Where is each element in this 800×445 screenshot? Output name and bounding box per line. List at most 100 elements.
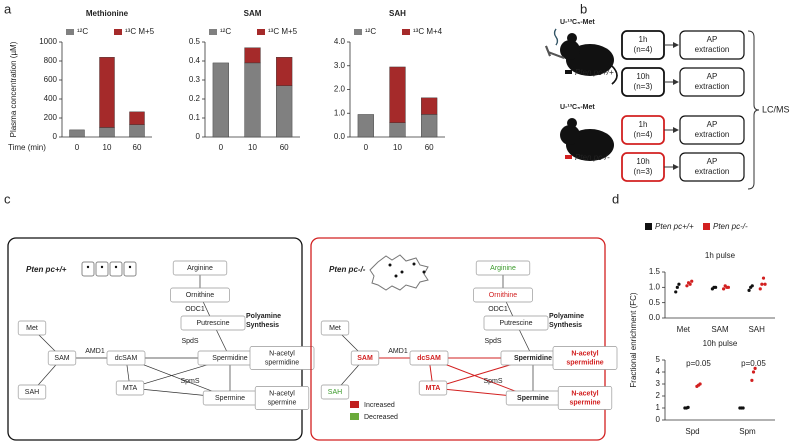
enzyme-label: AMD1 — [388, 348, 408, 355]
cell-icon — [109, 261, 123, 277]
legend-swatch — [402, 29, 410, 35]
pathway-node — [47, 350, 77, 366]
data-point — [750, 284, 754, 288]
node-label: Putrescine — [196, 320, 229, 327]
data-point — [751, 370, 756, 374]
brace — [747, 30, 760, 190]
x-tick-label: Spm — [739, 427, 756, 436]
data-point — [741, 406, 745, 410]
genotype-swatch — [565, 70, 572, 74]
x-axis-title: Time (min) — [8, 143, 46, 152]
cell-icon — [123, 261, 137, 277]
bar-segment — [389, 66, 406, 123]
panel-label: b — [580, 1, 587, 16]
bar-segment — [129, 111, 145, 125]
y-tick-label: 0.1 — [189, 113, 201, 122]
y-tick-label: 4.0 — [334, 37, 346, 46]
data-point — [690, 279, 694, 283]
node-label: Ornithine — [489, 292, 518, 299]
y-tick-label: 0.5 — [189, 37, 201, 46]
pathway-panel — [310, 237, 606, 441]
pathway-panel — [7, 237, 303, 441]
y-tick-label: 0.0 — [334, 132, 346, 141]
y-tick-label: 0.5 — [649, 298, 661, 307]
tumor-icon — [388, 263, 392, 267]
enzyme-label: ODC1 — [488, 306, 508, 313]
y-tick-label: 1000 — [39, 37, 57, 46]
legend-swatch — [703, 223, 710, 230]
tumor-icon — [422, 270, 426, 274]
step-box — [679, 30, 745, 60]
node-label: Arginine — [490, 265, 516, 272]
node-label: Arginine — [187, 265, 213, 272]
enzyme-label: SpmS — [483, 378, 502, 385]
tracer-label: U-¹³C₅-Met — [560, 104, 595, 111]
node-label: SAM — [357, 355, 373, 362]
node-label: Met — [329, 325, 341, 332]
pulse-label: (n=4) — [634, 45, 653, 54]
node-label: spermidine — [566, 359, 603, 366]
data-point — [722, 287, 726, 291]
x-tick-label: 10 — [393, 143, 402, 152]
node-label: Spermine — [517, 395, 549, 402]
node-label: MTA — [426, 385, 441, 392]
node-label: SAM — [54, 355, 69, 362]
node-label: Putrescine — [499, 320, 532, 327]
step-label: extraction — [695, 167, 730, 176]
mouse — [611, 65, 618, 85]
x-tick-label: 0 — [75, 143, 80, 152]
node-label: Spermine — [215, 395, 245, 402]
bar-segment — [244, 62, 261, 138]
y-tick-label: 200 — [44, 113, 58, 122]
pathway-node — [483, 315, 549, 331]
cell-icon — [128, 265, 132, 269]
y-tick-label: 1.0 — [334, 108, 346, 117]
bar-segment — [212, 62, 229, 138]
node-label: spermidine — [265, 359, 299, 366]
data-point — [763, 282, 767, 286]
step-label: AP — [707, 35, 718, 44]
node-label: Spermidine — [514, 355, 552, 362]
y-tick-label: 0 — [196, 132, 201, 141]
pathway-node — [409, 350, 449, 366]
step-label: extraction — [695, 82, 730, 91]
pulse-label: (n=3) — [634, 82, 653, 91]
y-tick-label: 2.0 — [334, 85, 346, 94]
pathway-node — [170, 287, 230, 303]
step-box — [679, 152, 745, 182]
cell-icon — [86, 265, 90, 269]
cell-icon — [100, 265, 104, 269]
legend-swatch — [209, 29, 217, 35]
y-tick-label: 1 — [656, 403, 661, 412]
pathway-node — [180, 315, 246, 331]
pathway-node — [473, 287, 533, 303]
pathway-node — [249, 346, 315, 370]
node-label: N-acetyl — [571, 350, 598, 357]
genotype-swatch — [565, 155, 572, 159]
pulse-label: 1h — [639, 120, 648, 129]
y-tick-label: 800 — [44, 56, 58, 65]
annotation: p=0.05 — [686, 359, 711, 368]
pulse-label: (n=3) — [634, 167, 653, 176]
data-point — [677, 282, 681, 286]
legend-label: Pten pc-/- — [713, 222, 748, 231]
node-label: Met — [26, 325, 38, 332]
y-tick-label: 0.2 — [189, 94, 201, 103]
legend-swatch — [350, 413, 359, 420]
mouse — [567, 33, 577, 43]
enzyme-label: SpdS — [484, 338, 501, 345]
node-label: SAH — [25, 389, 39, 396]
node-label: SAH — [328, 389, 342, 396]
data-point — [688, 282, 692, 286]
node-label: N-acetyl — [269, 350, 295, 357]
node-label: Spermidine — [212, 355, 248, 362]
step-label: AP — [707, 157, 718, 166]
x-tick-label: SAH — [748, 325, 765, 334]
node-label: N-acetyl — [269, 390, 295, 397]
step-box — [679, 115, 745, 145]
y-axis-title: Plasma concentration (µM) — [9, 41, 18, 137]
genotype-label: Pten pc+/+ — [26, 265, 67, 274]
data-point — [750, 378, 754, 382]
x-tick-label: 0 — [364, 143, 369, 152]
